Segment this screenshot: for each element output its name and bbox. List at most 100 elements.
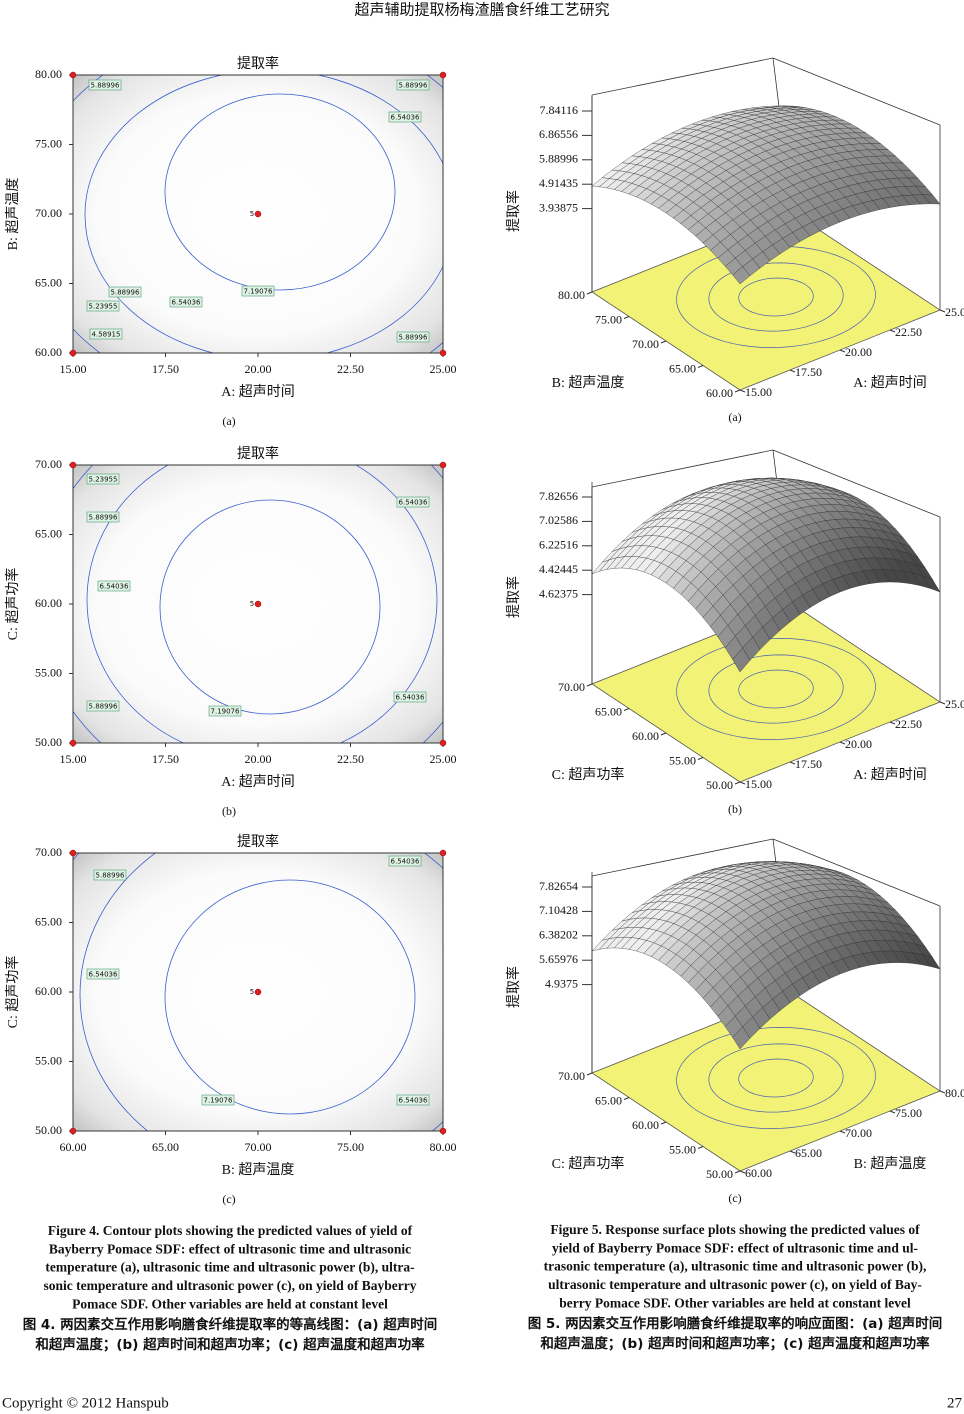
x-tick <box>889 1110 896 1114</box>
design-point <box>69 349 77 357</box>
design-point <box>439 1127 447 1135</box>
page-number: 27 <box>947 1395 963 1411</box>
y-tick <box>697 365 704 368</box>
contour-label-box <box>86 473 120 485</box>
x-tick-label: 17.50 <box>152 752 179 766</box>
y-axis-label: C: 超声功率 <box>552 1155 625 1172</box>
x-tick-label: 60.00 <box>745 1166 772 1180</box>
contour-label: 5.23955 <box>89 303 118 311</box>
contour-label: 5.88996 <box>89 514 118 522</box>
contour-label: 5.88996 <box>399 82 428 90</box>
caption-en: trasonic temperature (a), ultrasonic tim… <box>544 1259 927 1274</box>
x-tick <box>889 721 896 725</box>
caption-en: Bayberry Pomace SDF: effect of ultrasoni… <box>49 1241 411 1256</box>
x-tick-label: 22.50 <box>895 717 922 731</box>
x-tick-label: 25.00 <box>945 697 964 711</box>
x-tick-label: 25.00 <box>945 305 964 319</box>
y-tick-label: 50.00 <box>35 735 62 749</box>
contour-label: 7.19076 <box>204 1097 233 1105</box>
x-tick <box>739 781 746 785</box>
x-tick-label: 65.00 <box>152 1140 179 1154</box>
contour-line <box>164 879 416 1115</box>
box-edge <box>772 449 941 518</box>
y-tick-label: 55.00 <box>35 665 62 679</box>
y-tick-label: 55.00 <box>35 1053 62 1067</box>
design-point <box>69 71 77 79</box>
z-tick-label: 7.82656 <box>539 489 578 503</box>
caption-en: Pomace SDF. Other variables are held at … <box>72 1296 388 1311</box>
plot-title: 提取率 <box>237 55 279 72</box>
running-header: 超声辅助提取杨梅渣膳食纤维工艺研究 <box>354 0 609 18</box>
contour-label-box <box>86 300 120 312</box>
y-tick-label: 60.00 <box>632 1118 659 1132</box>
y-tick <box>734 1170 741 1174</box>
contour-label-box <box>396 1094 430 1106</box>
caption-en: Figure 5. Response surface plots showing… <box>550 1222 920 1237</box>
surface-plot: 7.82654 7.10428 6.38202 5.65976 4.9375 提取率 50.… <box>505 838 964 1205</box>
y-tick-label: 60.00 <box>35 345 62 359</box>
contour-label-box <box>396 331 430 343</box>
caption-zh: 和超声温度；(b) 超声时间和超声功率；(c) 超声温度和超声功率 <box>35 1336 425 1353</box>
contour-plot: 提取率 15.00 17.50 20.00 22.50 25.00 50.00 55.00 60… <box>4 445 457 818</box>
contour-label-box <box>396 496 430 508</box>
y-tick <box>623 316 630 319</box>
y-tick <box>697 757 704 760</box>
x-tick <box>839 349 846 353</box>
x-axis-label: B: 超声温度 <box>222 1162 295 1178</box>
x-tick-label: 70.00 <box>845 1126 872 1140</box>
x-tick-label: 75.00 <box>337 1140 364 1154</box>
contour-label-box <box>388 111 422 123</box>
contour-label-box <box>208 705 242 717</box>
y-tick <box>734 781 741 785</box>
surface-cell <box>732 266 751 285</box>
center-point-label: 5 <box>250 600 254 608</box>
panel-label: (a) <box>728 410 741 424</box>
contour-label: 7.19076 <box>211 708 240 716</box>
contour-label: 6.54036 <box>399 1097 428 1105</box>
x-tick <box>739 389 746 393</box>
z-tick-label: 6.38202 <box>539 928 578 942</box>
caption-en: berry Pomace SDF. Other variables are he… <box>559 1295 911 1310</box>
center-point-label: 5 <box>250 988 254 996</box>
design-point <box>439 349 447 357</box>
floor-contour <box>738 1058 814 1098</box>
surface-cell <box>732 647 751 673</box>
design-point <box>439 849 447 857</box>
y-tick <box>623 1097 630 1100</box>
z-tick-label: 4.91435 <box>539 176 578 190</box>
design-point <box>254 210 262 218</box>
x-tick-label: 70.00 <box>245 1140 272 1154</box>
panel-label: (b) <box>222 804 236 818</box>
plot-title: 提取率 <box>237 833 279 850</box>
y-axis-label: C: 超声功率 <box>4 956 21 1029</box>
panel-label: (c) <box>728 1191 741 1205</box>
x-tick-label: 25.00 <box>430 752 457 766</box>
x-axis-label: A: 超声时间 <box>853 375 927 391</box>
x-tick <box>789 369 796 373</box>
box-edge <box>591 449 774 488</box>
y-tick <box>623 708 630 711</box>
caption-zh: 图 5. 两因素交互作用影响膳食纤维提取率的响应面图：(a) 超声时间 <box>528 1315 943 1332</box>
z-tick-label: 6.86556 <box>539 127 578 141</box>
floor-contour <box>708 262 844 332</box>
x-tick-label: 22.50 <box>337 752 364 766</box>
x-tick <box>739 1170 746 1174</box>
z-tick-label: 3.93875 <box>539 200 578 214</box>
design-point <box>69 461 77 469</box>
y-tick-label: 70.00 <box>558 680 585 694</box>
y-tick-label: 80.00 <box>35 67 62 81</box>
y-axis-label: C: 超声功率 <box>4 568 21 641</box>
z-tick-label: 5.88996 <box>539 152 578 166</box>
contour-line <box>164 93 396 291</box>
contour-line <box>159 499 381 715</box>
y-tick-label: 60.00 <box>35 984 62 998</box>
x-tick-label: 25.00 <box>430 362 457 376</box>
x-axis-label: A: 超声时间 <box>221 774 295 790</box>
contour-label-box <box>88 79 122 91</box>
panel-label: (a) <box>222 414 235 428</box>
x-tick <box>839 741 846 745</box>
z-tick-label: 4.62375 <box>539 586 578 600</box>
y-tick <box>586 291 593 295</box>
x-tick-label: 17.50 <box>795 757 822 771</box>
